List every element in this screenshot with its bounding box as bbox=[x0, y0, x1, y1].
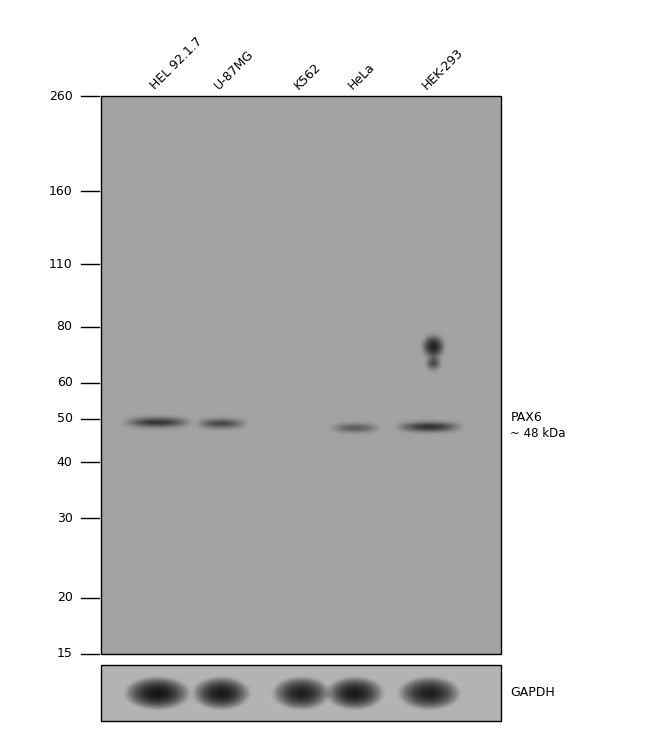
Text: 110: 110 bbox=[49, 258, 73, 270]
Text: PAX6: PAX6 bbox=[510, 411, 542, 424]
Text: 30: 30 bbox=[57, 512, 73, 525]
Text: HEL 92.1.7: HEL 92.1.7 bbox=[148, 35, 205, 92]
Text: 15: 15 bbox=[57, 647, 73, 661]
Text: 160: 160 bbox=[49, 185, 73, 197]
Text: U-87MG: U-87MG bbox=[211, 48, 256, 92]
Text: GAPDH: GAPDH bbox=[510, 687, 555, 699]
Text: 60: 60 bbox=[57, 376, 73, 389]
Text: HEK-293: HEK-293 bbox=[419, 47, 465, 92]
Text: HeLa: HeLa bbox=[345, 61, 377, 92]
Text: 40: 40 bbox=[57, 456, 73, 469]
Text: 50: 50 bbox=[57, 412, 73, 425]
Text: 20: 20 bbox=[57, 591, 73, 605]
Text: 260: 260 bbox=[49, 89, 73, 103]
Text: K562: K562 bbox=[291, 61, 323, 92]
Text: ~ 48 kDa: ~ 48 kDa bbox=[510, 427, 566, 440]
Text: 80: 80 bbox=[57, 320, 73, 333]
